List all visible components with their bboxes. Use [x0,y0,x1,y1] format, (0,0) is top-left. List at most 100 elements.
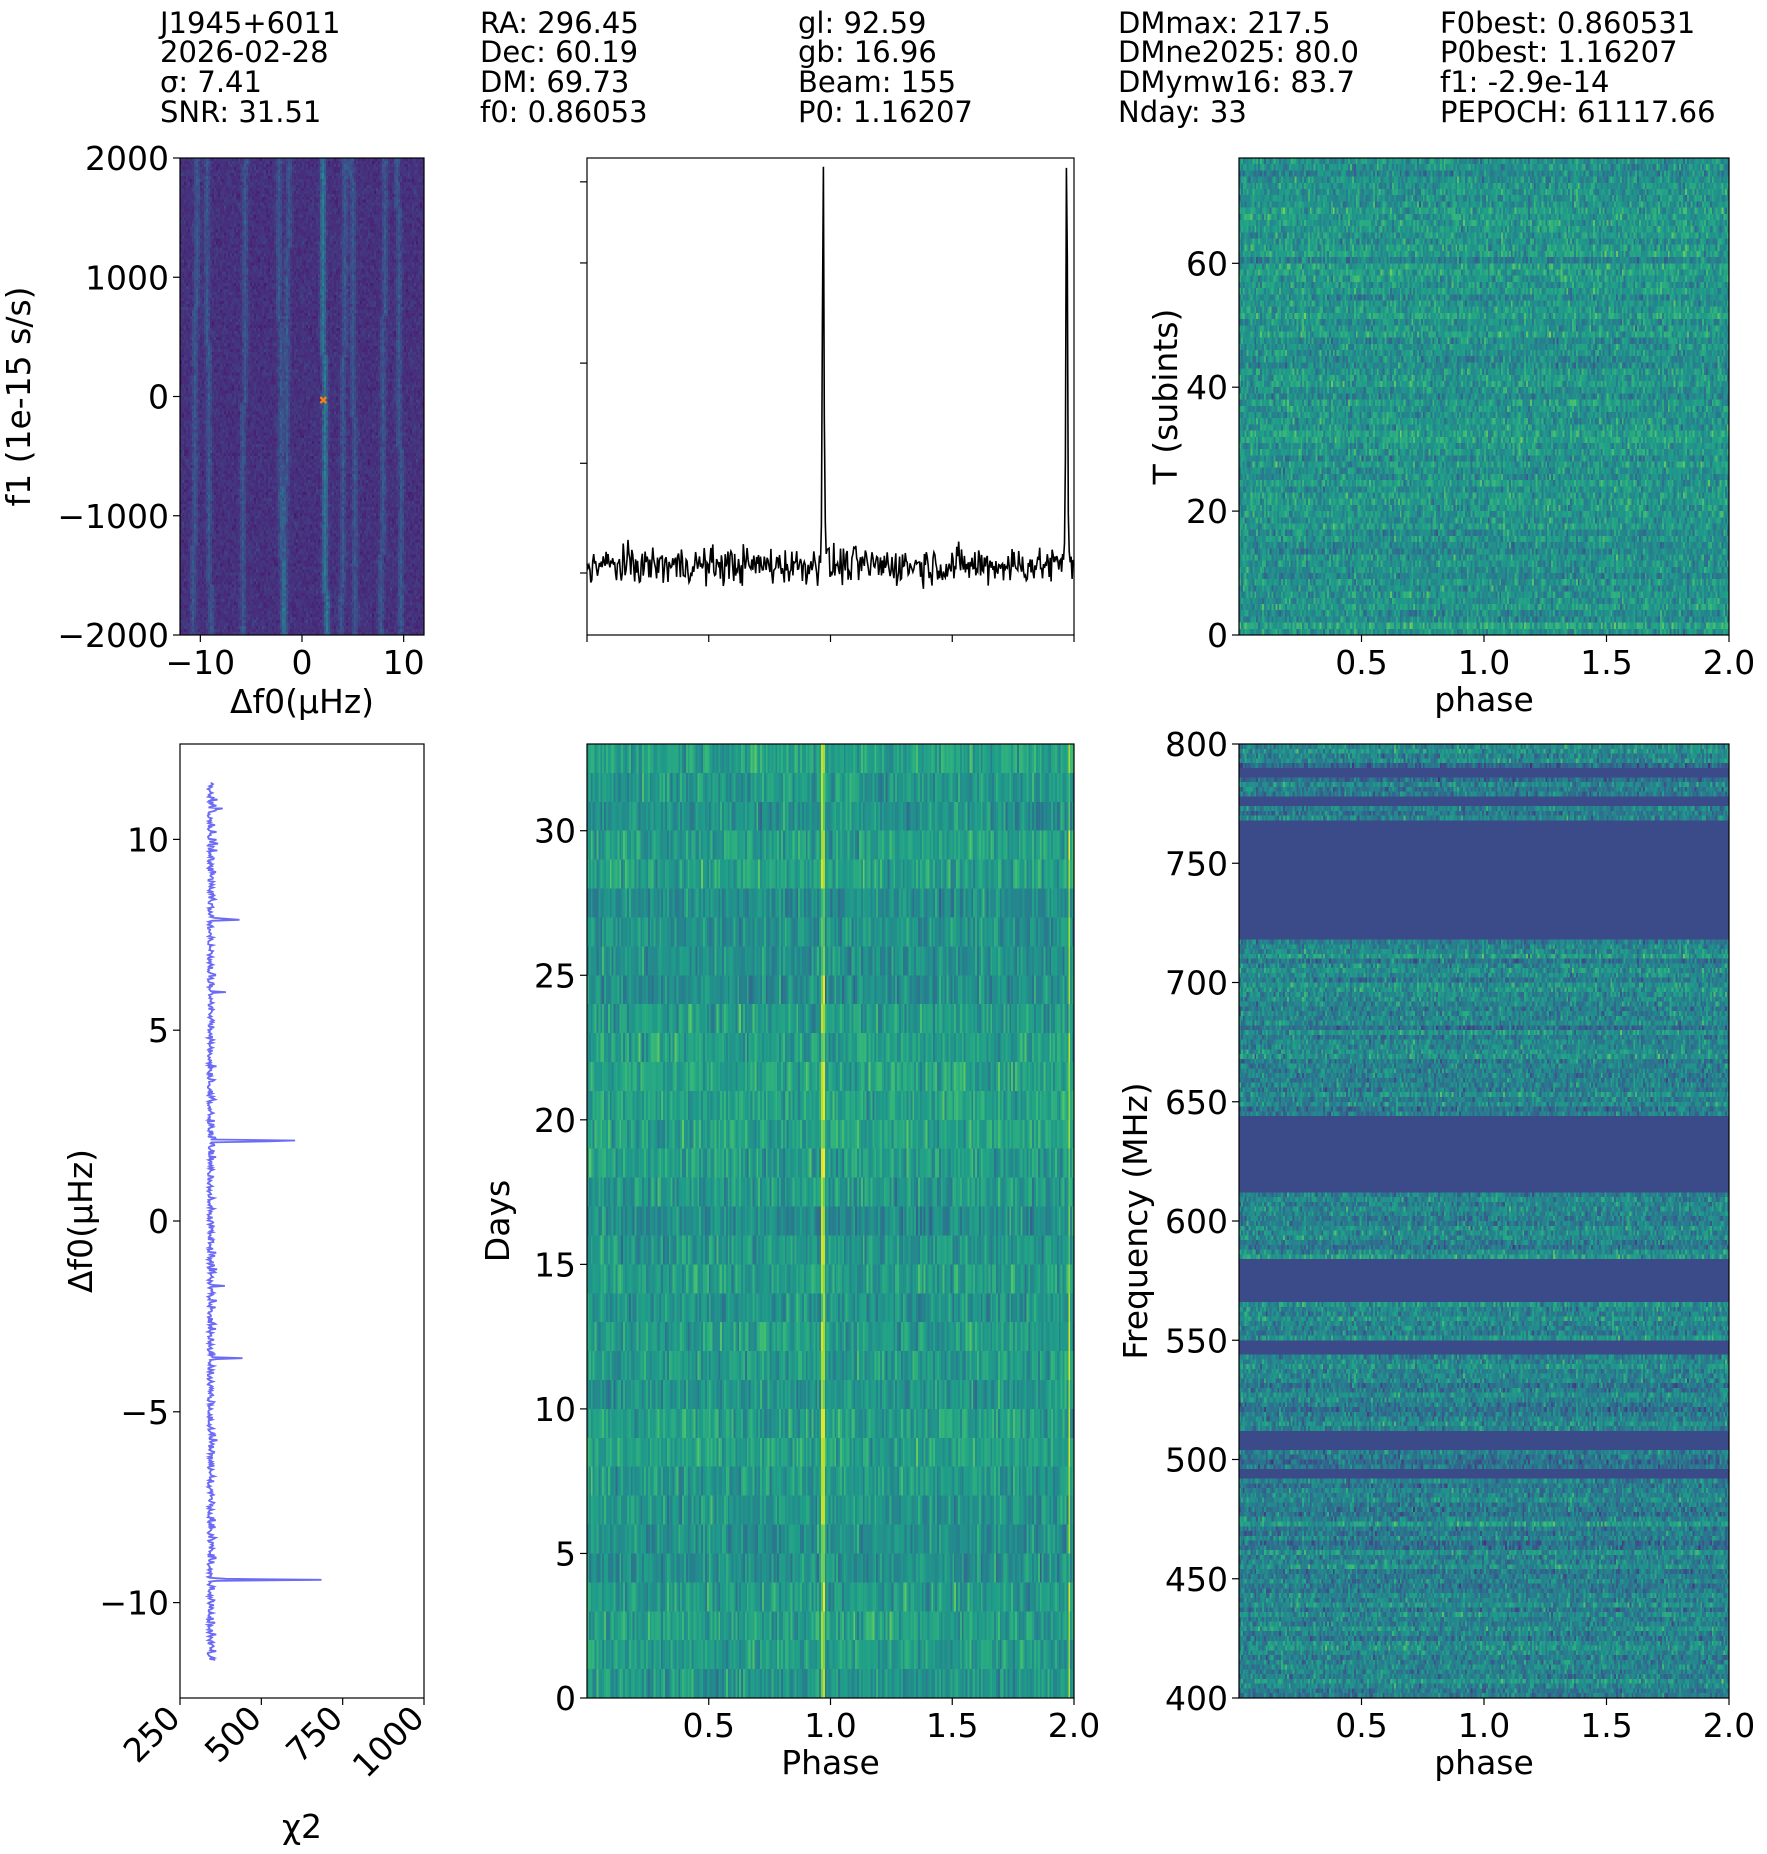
header-p0: P0: 1.16207 [798,95,973,129]
days-heatmap-image [587,744,1074,1698]
x-tick-label: 1.5 [926,1706,978,1745]
y-tick-label: 0 [1207,616,1228,655]
header-dm-ne2025: DMne2025: 80.0 [1118,35,1359,69]
x-tick-label: 2.0 [1703,643,1755,682]
header-snr: SNR: 31.51 [160,95,321,129]
subints-heatmap-image [1239,158,1729,635]
x-tick-label: 0.5 [1335,643,1387,682]
panel-pulse-profile [580,157,1075,642]
y-tick-label: 650 [1165,1083,1228,1122]
x-tick-label: 750 [278,1698,350,1770]
x-tick-label: 1.0 [1458,643,1510,682]
panel-f0-f1-heatmap: −10 0 10 2000 1000 0 −1000 −2000 Δf0(μHz) f1 (1e-… [0,139,425,721]
x-axis-label: Phase [781,1743,880,1782]
y-axis-label: f1 (1e-15 s/s) [0,286,38,506]
x-tick-label: 2.0 [1048,1706,1100,1745]
x-tick-label: 1.0 [1458,1706,1510,1745]
panel-days-heatmap: 0.5 1.0 1.5 2.0 0 5 10 15 20 25 30 Phase Days [478,743,1100,1782]
y-tick-label: 700 [1165,964,1228,1003]
x-axis-label: phase [1434,1743,1534,1782]
header-gb: gb: 16.96 [798,35,937,69]
header-col-5: F0best: 0.860531 P0best: 1.16207 f1: -2.… [1440,6,1716,129]
header-source-name: J1945+6011 [158,6,340,40]
y-tick-label: 0 [555,1679,576,1718]
y-axis-label: Δf0(μHz) [61,1149,100,1293]
header-ra: RA: 296.45 [480,6,639,40]
header-info: J1945+6011 2026-02-28 σ: 7.41 SNR: 31.51… [158,6,1716,129]
y-tick-label: 10 [534,1390,576,1429]
panel-subints-heatmap: 0.5 1.0 1.5 2.0 0 20 40 60 phase T (subints) [1146,157,1755,719]
chi2-line [204,782,322,1661]
header-dm: DM: 69.73 [480,65,629,99]
header-beam: Beam: 155 [798,65,956,99]
y-tick-label: 550 [1165,1321,1228,1360]
y-axis-label: Days [478,1180,517,1262]
header-dec: Dec: 60.19 [480,35,638,69]
y-tick-label: 500 [1165,1441,1228,1480]
header-f0: f0: 0.86053 [480,95,648,129]
x-tick-label: 1.0 [804,1706,856,1745]
y-tick-label: 15 [534,1245,576,1284]
y-tick-label: −5 [120,1393,169,1432]
y-tick-label: 60 [1186,244,1228,283]
panel-frequency-heatmap: 0.5 1.0 1.5 2.0 400 450 500 550 600 650 700 750 800 p… [1116,725,1755,1782]
y-tick-label: 25 [534,956,576,995]
header-col-4: DMmax: 217.5 DMne2025: 80.0 DMymw16: 83.… [1118,6,1359,129]
y-tick-label: 750 [1165,844,1228,883]
y-tick-label: −2000 [57,616,169,655]
y-tick-label: 0 [148,378,169,417]
x-tick-label: 1.5 [1580,643,1632,682]
y-tick-label: 0 [148,1202,169,1241]
header-dm-ymw16: DMymw16: 83.7 [1118,65,1355,99]
y-tick-label: 600 [1165,1202,1228,1241]
profile-line [586,166,1075,589]
y-axis-label: T (subints) [1146,309,1185,486]
y-tick-label: 20 [1186,492,1228,531]
x-tick-label: 500 [197,1698,269,1770]
y-tick-label: 1000 [85,258,169,297]
x-tick-label: 2.0 [1703,1706,1755,1745]
f0-f1-heatmap-image [180,158,424,635]
y-tick-label: 2000 [85,139,169,178]
header-p0-best: P0best: 1.16207 [1440,35,1678,69]
x-axis-label: phase [1434,680,1534,719]
y-tick-label: 10 [127,820,169,859]
x-tick-label: 0.5 [1335,1706,1387,1745]
x-tick-label: 0.5 [683,1706,735,1745]
x-tick-label: 1000 [345,1698,432,1785]
best-fit-marker [319,396,328,404]
x-tick-label: 1.5 [1580,1706,1632,1745]
y-tick-label: 30 [534,812,576,851]
header-col-3: gl: 92.59 gb: 16.96 Beam: 155 P0: 1.1620… [798,6,973,129]
plot-frame [179,743,425,1699]
y-tick-label: 40 [1186,368,1228,407]
y-tick-label: 20 [534,1101,576,1140]
y-tick-label: 5 [555,1534,576,1573]
frequency-heatmap-image [1239,744,1729,1698]
y-tick-label: 5 [148,1011,169,1050]
plot-frame [586,157,1075,636]
x-tick-label: 10 [383,643,425,682]
header-dm-max: DMmax: 217.5 [1118,6,1331,40]
x-axis-label: χ2 [282,1807,322,1846]
y-tick-label: 800 [1165,725,1228,764]
header-col-2: RA: 296.45 Dec: 60.19 DM: 69.73 f0: 0.86… [480,6,648,129]
y-tick-label: −10 [99,1584,169,1623]
header-sigma: σ: 7.41 [160,65,262,99]
header-pepoch: PEPOCH: 61117.66 [1440,95,1716,129]
header-nday: Nday: 33 [1118,95,1247,129]
x-tick-label: 0 [292,643,313,682]
header-gl: gl: 92.59 [798,6,926,40]
y-tick-label: −1000 [57,497,169,536]
x-axis-label: Δf0(μHz) [230,682,374,721]
y-axis-label: Frequency (MHz) [1116,1082,1155,1359]
header-f0-best: F0best: 0.860531 [1440,6,1695,40]
y-tick-label: 400 [1165,1679,1228,1718]
x-tick-label: 250 [116,1698,188,1770]
header-date: 2026-02-28 [160,35,329,69]
header-f1: f1: -2.9e-14 [1440,65,1609,99]
y-tick-label: 450 [1165,1560,1228,1599]
header-col-1: J1945+6011 2026-02-28 σ: 7.41 SNR: 31.51 [158,6,340,129]
